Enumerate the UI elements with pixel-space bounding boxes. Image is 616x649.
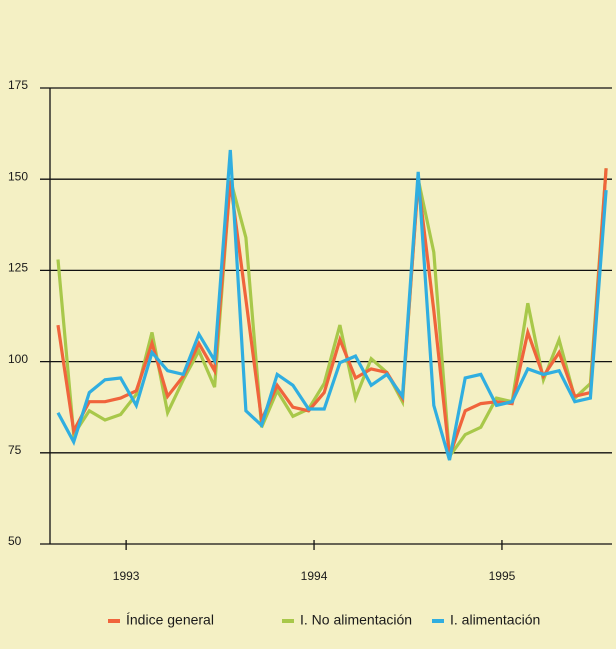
legend-label: Índice general — [126, 612, 214, 628]
y-tick-label: 125 — [8, 261, 28, 275]
y-tick-label: 150 — [8, 169, 28, 183]
y-tick-label: 50 — [8, 534, 22, 548]
x-tick-label: 1993 — [113, 569, 140, 583]
series-line — [56, 168, 608, 457]
x-tick-label: 1995 — [489, 569, 516, 583]
series-line — [56, 168, 608, 461]
y-tick-label: 175 — [8, 78, 28, 92]
legend-label: I. No alimentación — [300, 612, 412, 628]
legend-label: I. alimentación — [450, 612, 540, 628]
y-tick-label: 75 — [8, 443, 22, 457]
y-tick-label: 100 — [8, 352, 28, 366]
series-line — [56, 149, 608, 461]
x-tick-label: 1994 — [301, 569, 328, 583]
